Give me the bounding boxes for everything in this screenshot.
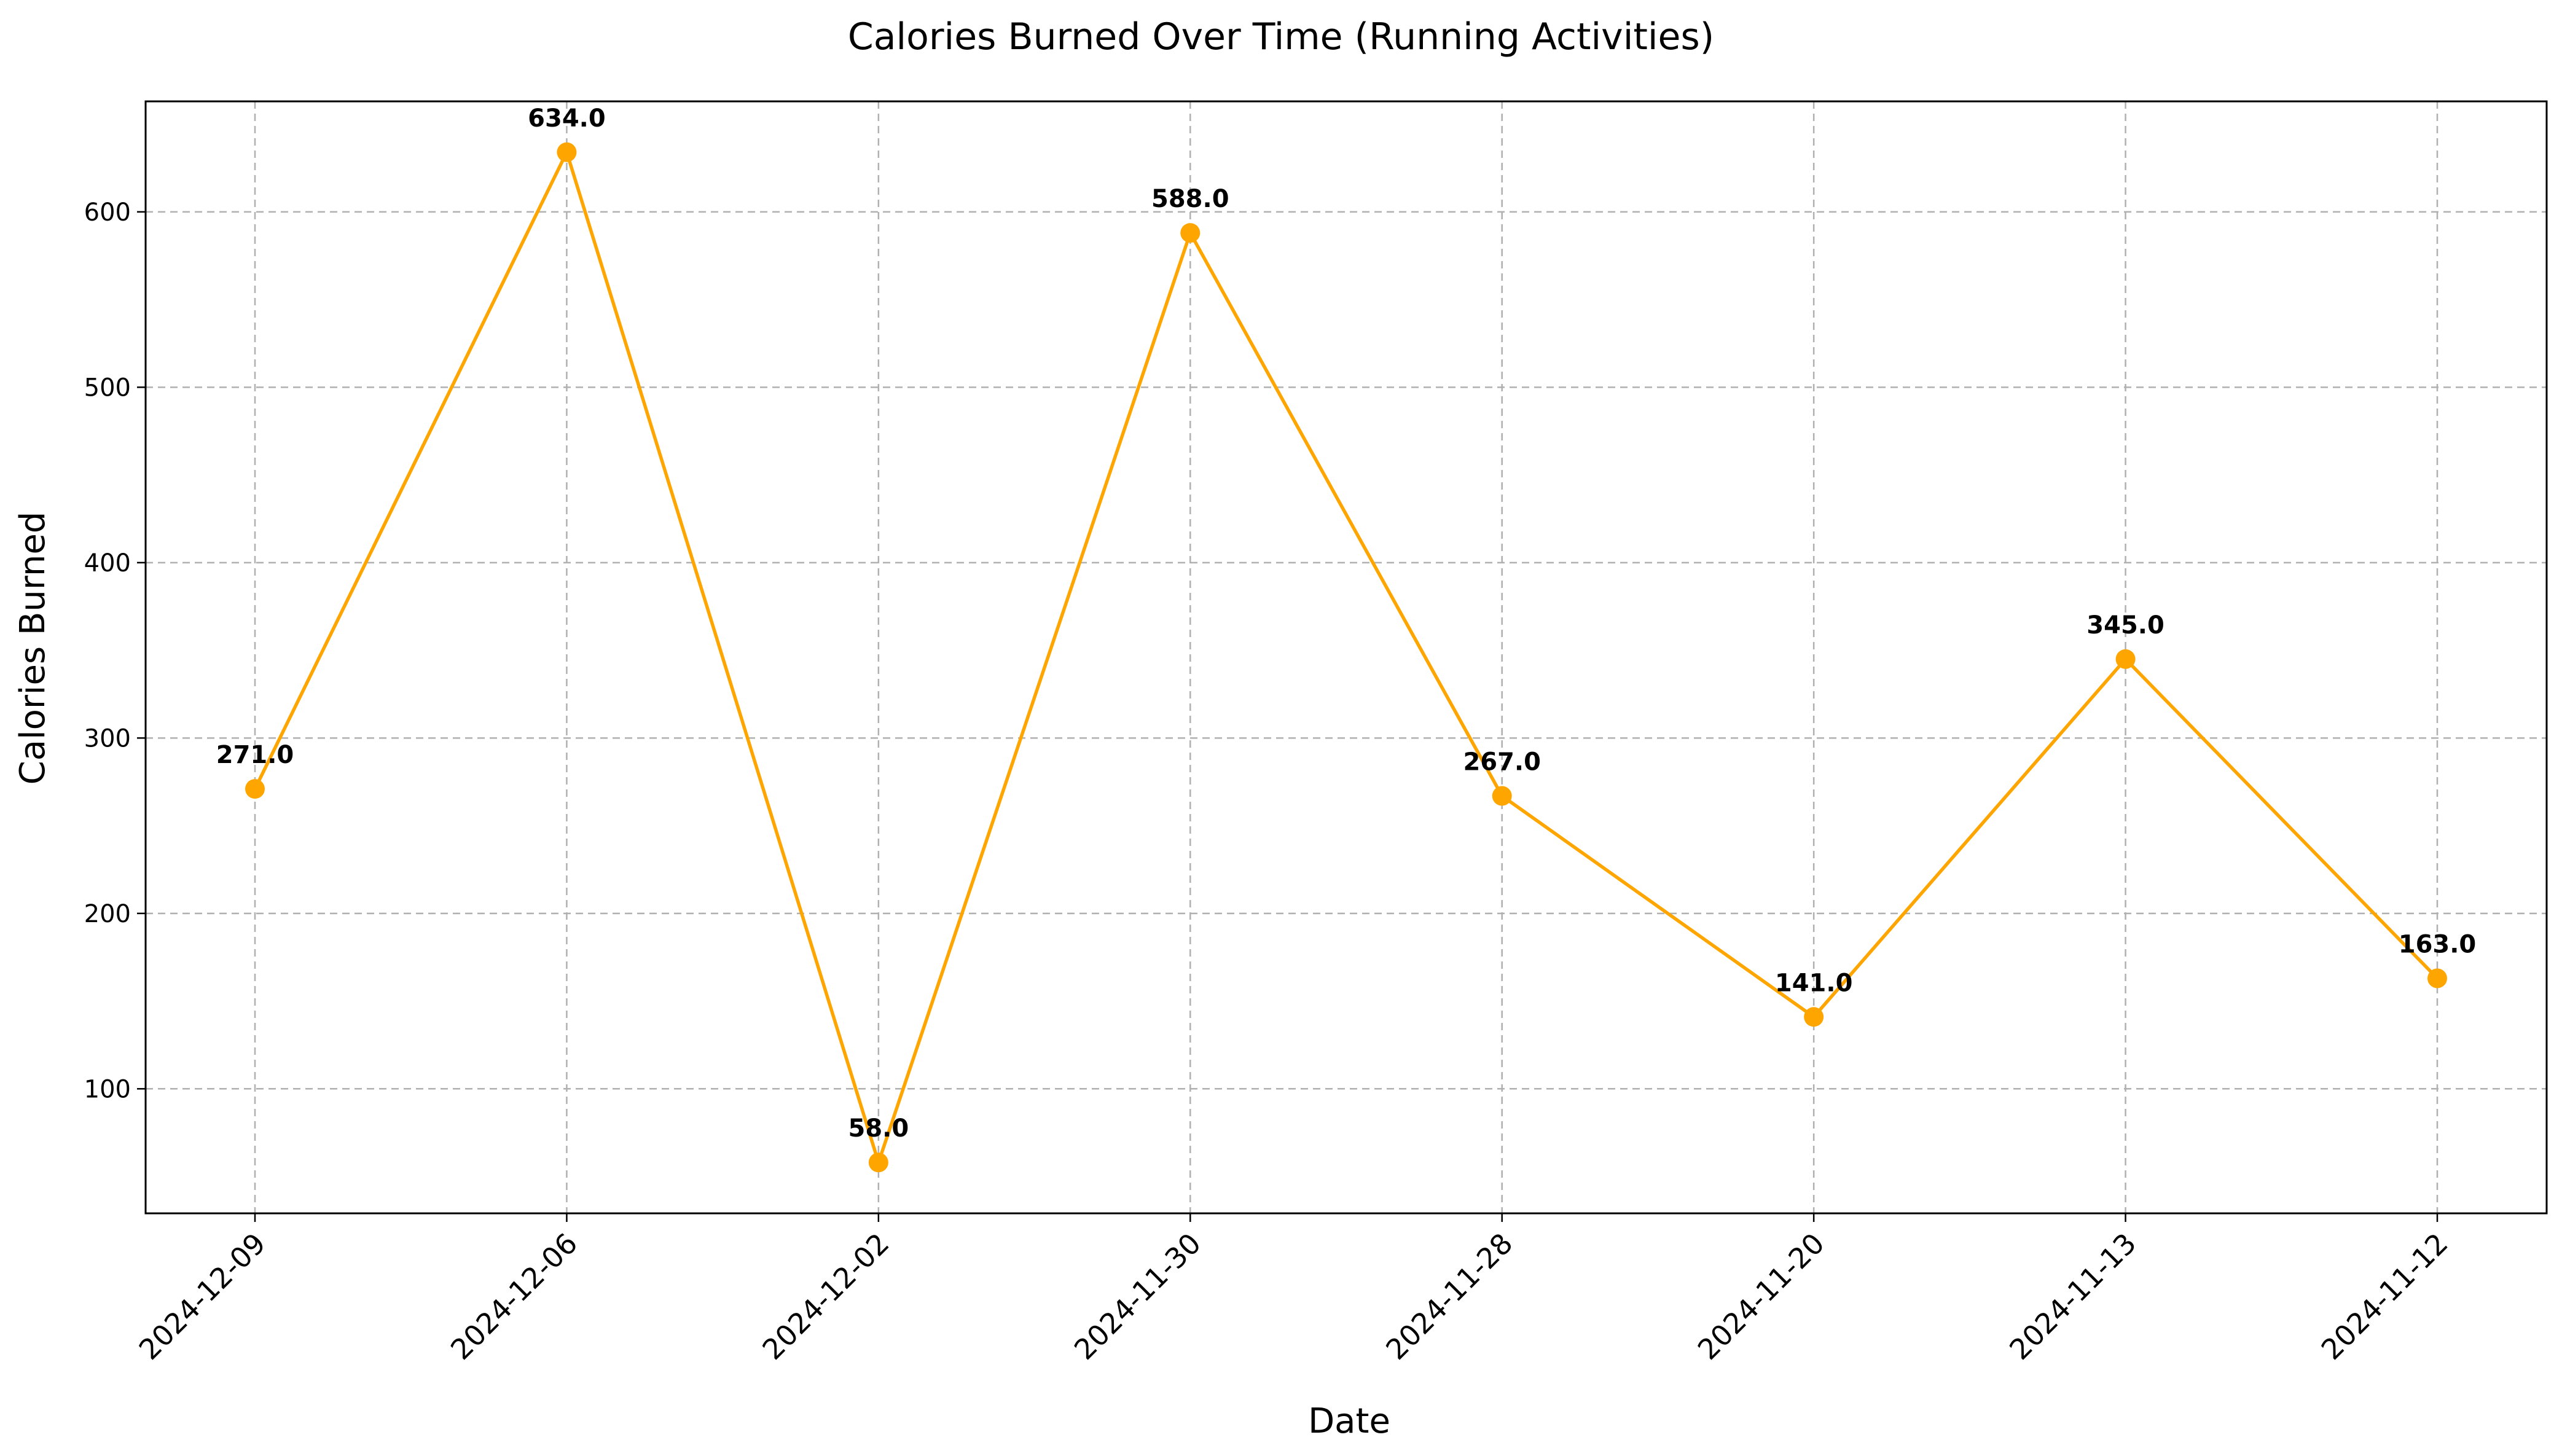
x-axis-label: Date [1308,1401,1390,1441]
data-label: 267.0 [1463,748,1541,777]
x-tick-label: 2024-12-09 [133,1227,272,1366]
x-tick-label: 2024-11-30 [1068,1227,1207,1366]
x-tick-label: 2024-11-13 [2003,1227,2142,1366]
x-tick-label: 2024-12-06 [444,1227,584,1366]
plot-area-frame [144,100,2548,1215]
data-label: 58.0 [848,1114,909,1143]
data-label: 634.0 [528,104,606,133]
data-point [1180,223,1201,243]
data-point [868,1153,888,1173]
x-tick-label: 2024-11-28 [1379,1227,1519,1366]
data-label: 163.0 [2399,930,2477,958]
data-point [1804,1007,1824,1027]
y-tick-label: 300 [84,724,131,753]
x-axis-ticks: 2024-12-09 2024-12-06 2024-12-02 2024-11-30… [133,1213,2454,1366]
series-line [253,151,2439,1164]
x-tick-label: 2024-12-02 [756,1227,895,1366]
y-axis-ticks: 100 200 300 400 500 600 [84,198,146,1103]
y-tick-label: 400 [84,549,131,577]
data-point [2427,968,2447,988]
data-label: 588.0 [1151,185,1229,213]
data-point [245,779,265,799]
y-tick-label: 200 [84,900,131,928]
data-point [557,142,577,162]
data-label: 141.0 [1775,969,1853,997]
data-label: 345.0 [2086,611,2164,640]
x-tick-label: 2024-11-12 [2315,1227,2454,1366]
grid [146,101,2547,1213]
chart-title: Calories Burned Over Time (Running Activ… [848,15,1714,58]
data-point [1492,786,1512,806]
x-tick-label: 2024-11-20 [1691,1227,1831,1366]
y-tick-label: 100 [84,1075,131,1103]
data-point [2115,649,2136,669]
data-label: 271.0 [216,741,294,769]
y-tick-label: 500 [84,374,131,402]
series-calories: 271.0 634.0 58.0 588.0 267.0 141.0 345.0 163.0 [216,104,2477,1173]
y-tick-label: 600 [84,198,131,227]
y-axis-label: Calories Burned [13,512,53,785]
